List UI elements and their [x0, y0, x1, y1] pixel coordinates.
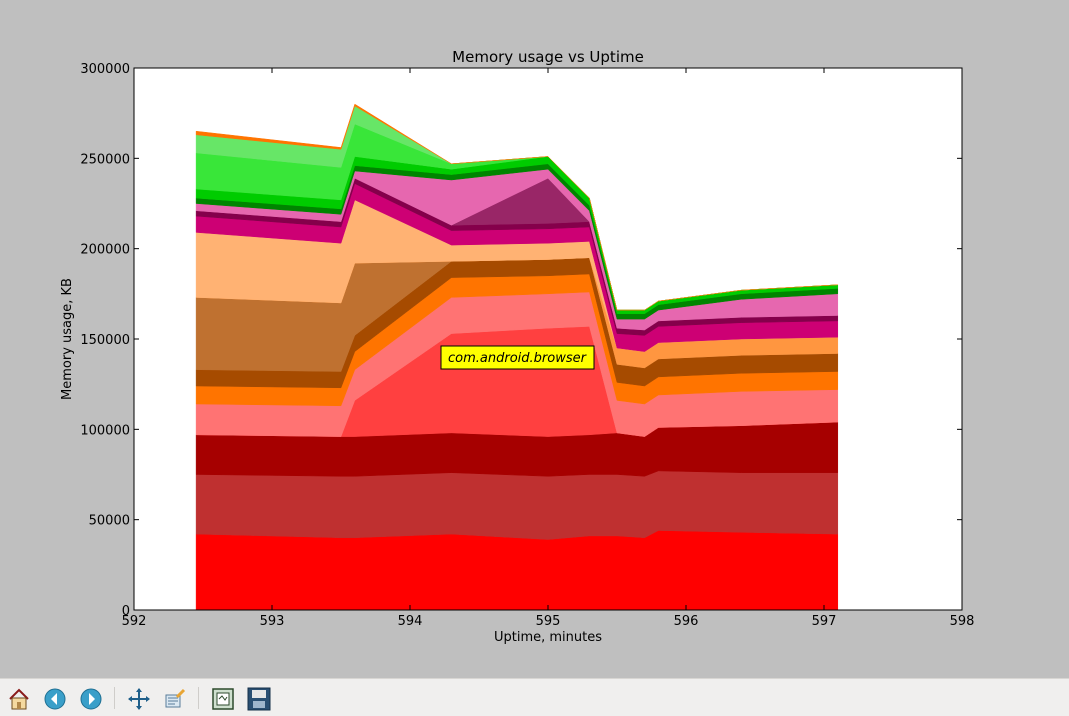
save-button[interactable] [245, 685, 273, 713]
y-tick-label: 300000 [80, 62, 130, 77]
pan-button[interactable] [125, 685, 153, 713]
back-button[interactable] [41, 685, 69, 713]
x-tick-label: 594 [398, 614, 423, 629]
home-icon [9, 688, 29, 710]
x-axis: 592 593 594 595 596 597 598 [122, 68, 975, 629]
series-area-0 [195, 530, 839, 611]
series-area-1 [195, 470, 839, 540]
arrow-left-icon [44, 688, 66, 710]
annotation-box: com.android.browser [440, 345, 595, 370]
series-area-18 [195, 103, 838, 311]
x-tick-label: 592 [122, 614, 147, 629]
x-tick-label: 598 [950, 614, 975, 629]
figure-canvas: 592 593 594 595 596 597 598 0 50000 100000 150000… [60, 48, 975, 645]
y-tick-label: 200000 [80, 243, 130, 258]
y-tick-label: 0 [122, 604, 130, 619]
y-tick-label: 50000 [89, 514, 130, 529]
zoom-button[interactable] [161, 685, 189, 713]
home-button[interactable] [5, 685, 33, 713]
y-axis-label: Memory usage, KB [60, 278, 75, 400]
x-tick-label: 596 [674, 614, 699, 629]
annotation-label: com.android.browser [448, 351, 588, 366]
x-tick-label: 593 [260, 614, 285, 629]
y-tick-label: 250000 [80, 152, 130, 167]
series-layer [195, 103, 839, 611]
arrow-right-icon [80, 688, 102, 710]
x-tick-label: 597 [812, 614, 837, 629]
move-icon [128, 688, 150, 710]
zoom-rect-icon [165, 688, 186, 708]
x-axis-label: Uptime, minutes [494, 630, 602, 645]
floppy-disk-icon [247, 687, 271, 711]
subplots-icon [212, 688, 234, 710]
y-axis: 0 50000 100000 150000 200000 250000 300000 [80, 62, 962, 619]
forward-button[interactable] [77, 685, 105, 713]
y-tick-label: 150000 [80, 333, 130, 348]
toolbar [0, 678, 1069, 716]
chart: 592 593 594 595 596 597 598 0 50000 100000 150000… [60, 48, 975, 645]
chart-title: Memory usage vs Uptime [452, 48, 644, 66]
subplots-button[interactable] [209, 685, 237, 713]
y-tick-label: 100000 [80, 423, 130, 438]
x-tick-label: 595 [536, 614, 561, 629]
